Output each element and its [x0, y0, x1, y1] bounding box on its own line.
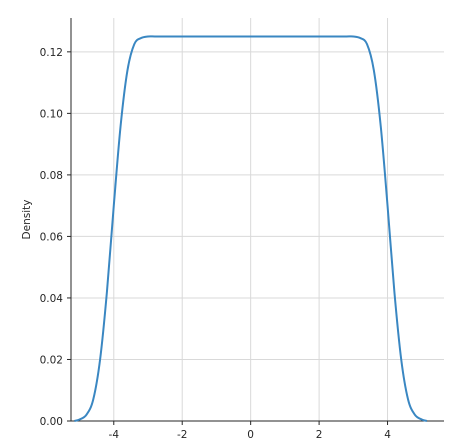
- x-tick-label: -2: [177, 429, 187, 441]
- y-tick-label: 0.06: [40, 231, 64, 243]
- x-tick-label: -4: [109, 429, 120, 441]
- y-tick-label: 0.12: [40, 47, 63, 59]
- y-axis-ticks: 0.00 0.02 0.04 0.06 0.08 0.10 0.12: [40, 47, 71, 428]
- x-tick-label: 0: [247, 429, 254, 441]
- y-axis-label: Density: [21, 200, 33, 240]
- y-tick-label: 0.08: [40, 170, 63, 182]
- y-tick-label: 0.02: [40, 354, 63, 366]
- density-line: [74, 35, 428, 422]
- y-tick-label: 0.00: [40, 416, 63, 428]
- x-tick-label: 4: [384, 429, 391, 441]
- axes: [70, 18, 444, 422]
- y-tick-label: 0.10: [40, 108, 63, 120]
- x-axis-ticks: -4 -2 0 2 4: [109, 421, 391, 441]
- y-tick-label: 0.04: [40, 293, 64, 305]
- x-tick-label: 2: [316, 429, 323, 441]
